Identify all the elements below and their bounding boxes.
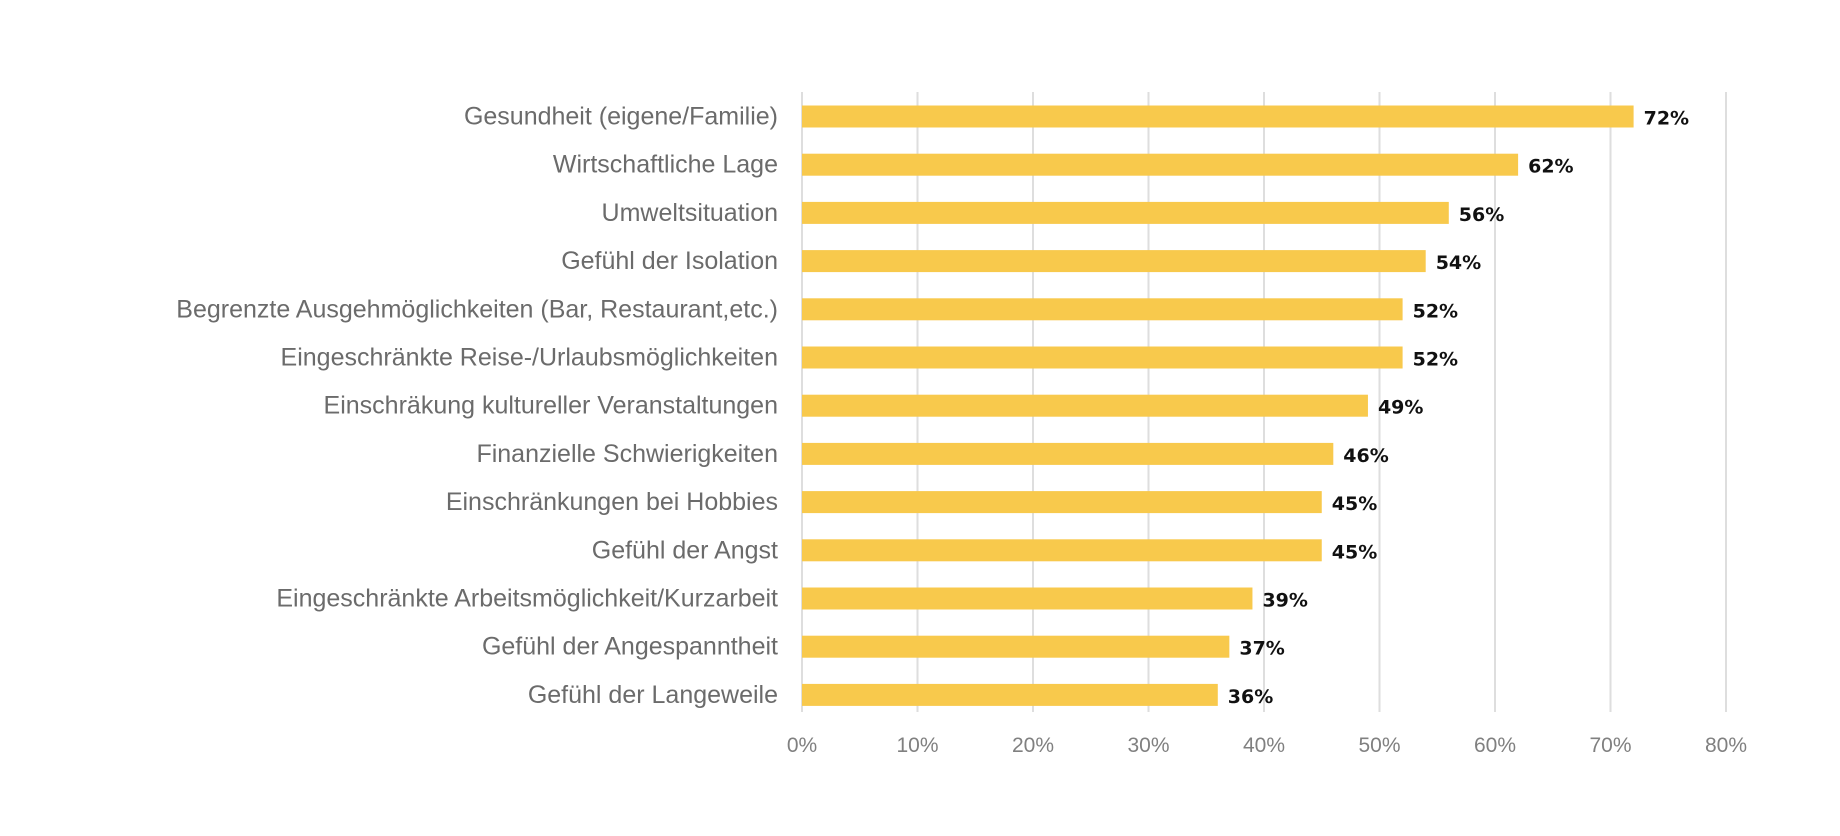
- data-label: 36%: [1228, 686, 1273, 708]
- x-tick-label: 20%: [1012, 734, 1054, 757]
- bar: [802, 587, 1253, 610]
- category-label: Eingeschränkte Reise-/Urlaubsmöglichkeit…: [281, 344, 778, 372]
- data-label: 37%: [1239, 638, 1284, 660]
- x-tick-label: 30%: [1127, 734, 1169, 757]
- bar: [802, 491, 1322, 514]
- data-label: 56%: [1459, 204, 1504, 226]
- x-tick-label: 60%: [1474, 734, 1516, 757]
- data-label: 49%: [1378, 397, 1423, 419]
- category-label: Einschränkungen bei Hobbies: [446, 488, 778, 516]
- category-label: Gefühl der Isolation: [561, 247, 778, 275]
- category-label: Einschräkung kultureller Veranstaltungen: [324, 392, 778, 420]
- data-label: 52%: [1413, 349, 1458, 371]
- x-axis-tick-labels: 0% 10% 20% 30% 40% 50% 60% 70% 80%: [787, 734, 1747, 757]
- bar: [802, 683, 1218, 706]
- x-tick-label: 10%: [896, 734, 938, 757]
- category-label: Gefühl der Angst: [592, 536, 778, 564]
- category-label: Gesundheit (eigene/Familie): [464, 103, 778, 131]
- x-tick-label: 70%: [1589, 734, 1631, 757]
- category-label: Wirtschaftliche Lage: [553, 151, 778, 179]
- data-label: 45%: [1332, 541, 1377, 563]
- bar: [802, 539, 1322, 562]
- category-label: Begrenzte Ausgehmöglichkeiten (Bar, Rest…: [176, 295, 778, 323]
- x-tick-label: 80%: [1705, 734, 1747, 757]
- data-label: 46%: [1343, 445, 1388, 467]
- x-tick-label: 0%: [787, 734, 817, 757]
- data-label: 45%: [1332, 493, 1377, 515]
- bar: [802, 346, 1403, 369]
- bar: [802, 394, 1368, 417]
- data-label: 72%: [1644, 108, 1689, 130]
- bar: [802, 298, 1403, 321]
- data-labels: 72% 62% 56% 54% 52% 52% 49% 46% 45% 45% 39% 37% 36%: [1228, 108, 1689, 708]
- bar: [802, 442, 1334, 465]
- bar: [802, 250, 1426, 273]
- bar: [802, 201, 1449, 224]
- category-label: Gefühl der Angespanntheit: [482, 633, 778, 661]
- data-label: 54%: [1436, 252, 1481, 274]
- category-label: Gefühl der Langeweile: [528, 681, 778, 709]
- category-label: Umweltsituation: [602, 199, 778, 227]
- category-label: Finanzielle Schwierigkeiten: [476, 440, 778, 468]
- category-label: Eingeschränkte Arbeitsmöglichkeit/Kurzar…: [276, 585, 778, 613]
- x-tick-label: 40%: [1243, 734, 1285, 757]
- bar: [802, 105, 1634, 128]
- bars: [802, 105, 1634, 706]
- data-label: 39%: [1262, 590, 1307, 612]
- bar: [802, 153, 1519, 176]
- category-labels: Gesundheit (eigene/Familie) Wirtschaftlic…: [176, 103, 778, 709]
- data-label: 52%: [1413, 300, 1458, 322]
- data-label: 62%: [1528, 156, 1573, 178]
- bar: [802, 635, 1230, 658]
- x-tick-label: 50%: [1358, 734, 1400, 757]
